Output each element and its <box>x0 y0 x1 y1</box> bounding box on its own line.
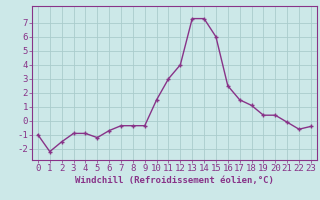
X-axis label: Windchill (Refroidissement éolien,°C): Windchill (Refroidissement éolien,°C) <box>75 176 274 185</box>
